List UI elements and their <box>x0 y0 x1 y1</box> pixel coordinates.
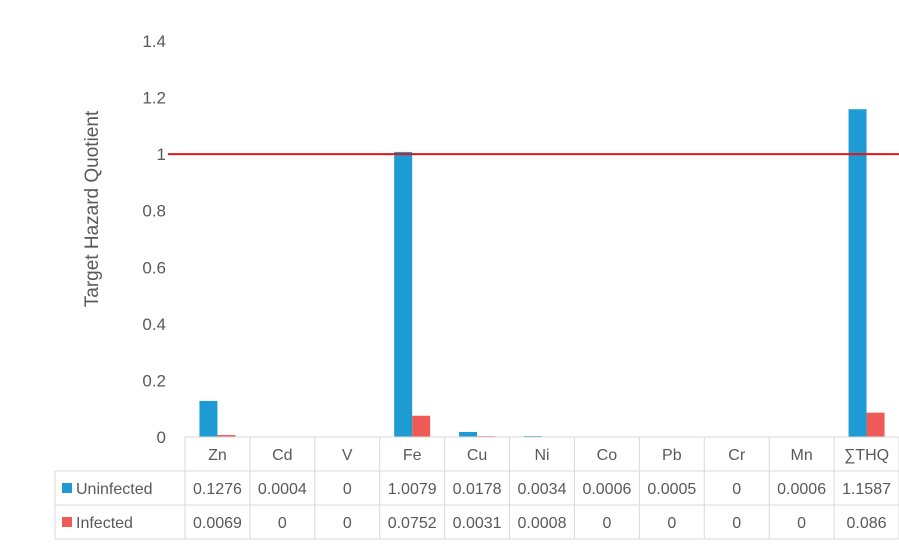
category-label: Fe <box>403 447 422 464</box>
data-label: 0 <box>667 515 676 532</box>
category-label: Cr <box>728 447 746 464</box>
category-label: ∑THQ <box>844 447 889 464</box>
data-table: Zn Cd V Fe Cu Ni Co Pb Cr Mn ∑THQ Uninfected 0.1276 0… <box>55 437 899 539</box>
y-tick-label: 1 <box>157 145 166 164</box>
data-label: 0 <box>343 481 352 498</box>
category-label: Mn <box>791 447 813 464</box>
y-tick-label: 0.4 <box>142 315 166 334</box>
data-label: 0 <box>797 515 806 532</box>
y-tick-labels: 0 0.2 0.4 0.6 0.8 1 1.2 1.4 <box>142 32 166 447</box>
data-label: 0 <box>278 515 287 532</box>
data-label: 1.1587 <box>842 481 891 498</box>
bar-infected-10 <box>867 413 885 437</box>
data-label: 0 <box>732 515 741 532</box>
y-tick-label: 0 <box>157 428 166 447</box>
category-label: Co <box>597 447 618 464</box>
data-label: 0 <box>602 515 611 532</box>
data-label: 0.086 <box>847 515 887 532</box>
legend-label-uninfected: Uninfected <box>76 481 153 498</box>
bar-uninfected-3 <box>394 152 412 437</box>
category-label: Cd <box>272 447 292 464</box>
data-label: 0.0004 <box>258 481 307 498</box>
data-label: 0.0178 <box>453 481 502 498</box>
y-tick-label: 1.4 <box>142 32 166 51</box>
y-tick-label: 1.2 <box>142 89 166 108</box>
data-label: 0.0034 <box>518 481 567 498</box>
data-label: 0.0006 <box>582 481 631 498</box>
category-label: Ni <box>534 447 549 464</box>
data-label: 0.0008 <box>518 515 567 532</box>
data-label: 0.0752 <box>388 515 437 532</box>
bars <box>199 109 884 437</box>
data-label: 0 <box>732 481 741 498</box>
data-label: 1.0079 <box>388 481 437 498</box>
y-tick-label: 0.2 <box>142 371 166 390</box>
bar-uninfected-0 <box>199 401 217 437</box>
legend-swatch-uninfected <box>62 483 72 493</box>
data-label: 0.0006 <box>777 481 826 498</box>
y-axis-title: Target Hazard Quotient <box>82 110 103 307</box>
data-label: 0 <box>343 515 352 532</box>
y-tick-label: 0.6 <box>142 258 166 277</box>
data-label: 0.1276 <box>193 481 242 498</box>
legend-label-infected: Infected <box>76 515 133 532</box>
y-tick-label: 0.8 <box>142 202 166 221</box>
category-label: Zn <box>208 447 227 464</box>
category-label: Cu <box>467 447 487 464</box>
category-label: Pb <box>662 447 682 464</box>
bar-uninfected-4 <box>459 432 477 437</box>
data-label: 0.0031 <box>453 515 502 532</box>
data-label: 0.0005 <box>647 481 696 498</box>
legend-swatch-infected <box>62 517 72 527</box>
bar-infected-3 <box>412 416 430 437</box>
data-label: 0.0069 <box>193 515 242 532</box>
bar-uninfected-10 <box>849 109 867 437</box>
category-label: V <box>342 447 353 464</box>
